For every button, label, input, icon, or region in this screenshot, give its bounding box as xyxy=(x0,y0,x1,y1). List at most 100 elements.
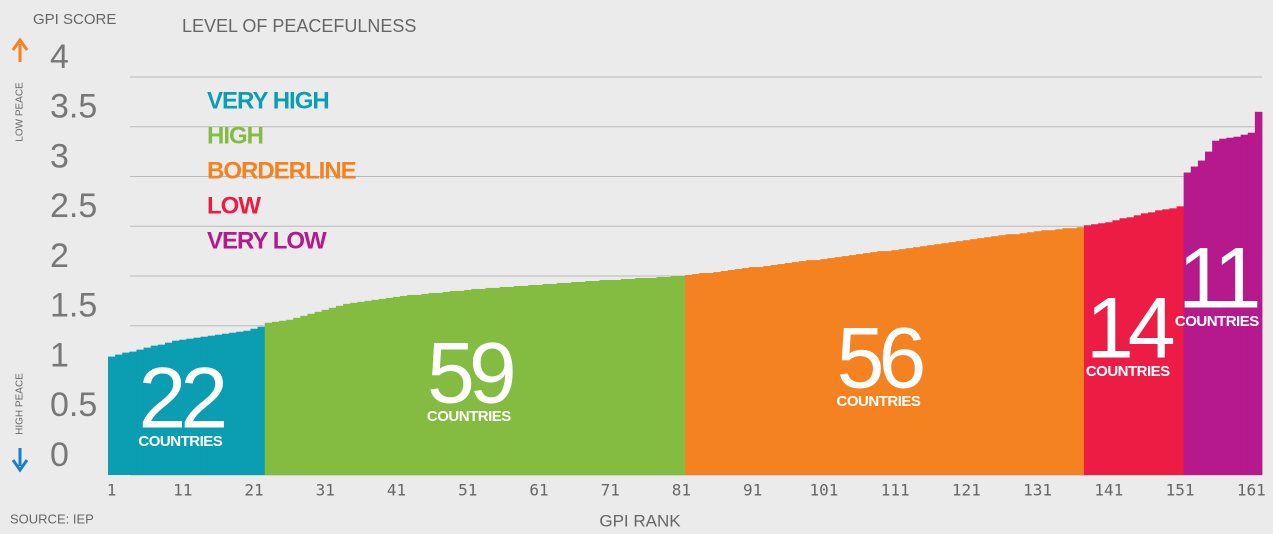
legend-entry: VERY LOW xyxy=(207,227,327,254)
count-number: 11 xyxy=(1178,231,1257,327)
x-tick-label: 31 xyxy=(316,481,335,500)
bar xyxy=(848,255,857,475)
bar xyxy=(984,237,992,475)
bar xyxy=(998,235,1006,475)
bar xyxy=(1083,225,1092,475)
bar xyxy=(670,276,679,475)
bar xyxy=(449,290,458,475)
bar xyxy=(677,276,686,475)
bar xyxy=(927,245,935,475)
bar xyxy=(108,356,116,475)
bar xyxy=(770,265,779,475)
bar xyxy=(200,336,209,475)
bar xyxy=(335,305,344,475)
bar xyxy=(606,279,615,475)
bar xyxy=(599,279,608,475)
bar xyxy=(485,287,494,475)
y-tick-label: 1 xyxy=(50,336,69,374)
x-tick-label: 1 xyxy=(107,481,117,500)
bar xyxy=(1133,215,1142,475)
bar xyxy=(514,285,522,475)
bar xyxy=(442,291,451,475)
bar xyxy=(1076,227,1085,475)
bar xyxy=(464,289,472,475)
y-tick-label: 4 xyxy=(50,38,69,76)
bar xyxy=(1041,230,1049,475)
bar xyxy=(278,320,287,475)
bar xyxy=(314,311,323,475)
bar xyxy=(150,345,159,475)
high-peace-label: HIGH PEACE xyxy=(15,373,26,435)
bar xyxy=(243,330,251,475)
bar xyxy=(400,295,408,475)
bar xyxy=(941,243,949,475)
bar xyxy=(250,328,258,475)
legend-entry: LOW xyxy=(207,192,261,219)
count-label: COUNTRIES xyxy=(1086,363,1170,380)
bar xyxy=(756,267,764,475)
count-label: COUNTRIES xyxy=(1175,313,1259,330)
bar xyxy=(727,270,736,475)
bar xyxy=(271,321,280,475)
bar xyxy=(934,244,942,475)
bar xyxy=(506,286,515,475)
bar xyxy=(720,271,729,475)
bar xyxy=(898,249,907,475)
y-tick-label: 3.5 xyxy=(50,88,97,126)
legend-entry: BORDERLINE xyxy=(207,157,357,184)
low-peace-label: LOW PEACE xyxy=(15,82,26,142)
bar xyxy=(1190,166,1199,476)
count-label: COUNTRIES xyxy=(138,433,222,450)
legend-title: LEVEL OF PEACEFULNESS xyxy=(182,16,416,36)
bar xyxy=(1062,228,1071,475)
bar xyxy=(1219,138,1227,475)
bar xyxy=(1140,213,1149,475)
bar xyxy=(891,250,900,475)
bar xyxy=(407,294,415,475)
x-tick-label: 151 xyxy=(1166,481,1195,500)
bar xyxy=(863,253,871,475)
bar xyxy=(343,303,351,475)
x-tick-label: 21 xyxy=(244,481,263,500)
bar xyxy=(613,279,622,475)
bar xyxy=(620,278,629,475)
bar xyxy=(806,260,814,475)
bar xyxy=(143,347,152,475)
bar xyxy=(1162,209,1170,475)
bar xyxy=(1048,230,1056,475)
bar xyxy=(357,301,365,475)
bar xyxy=(841,256,850,475)
bar xyxy=(492,287,501,475)
bar xyxy=(977,238,985,475)
bar xyxy=(221,333,230,475)
bar xyxy=(428,292,437,475)
bar xyxy=(656,276,665,475)
x-tick-label: 71 xyxy=(601,481,620,500)
legend-entry: HIGH xyxy=(207,122,263,149)
bar xyxy=(193,337,202,475)
bar xyxy=(777,264,786,475)
x-tick-label: 61 xyxy=(529,481,548,500)
bar xyxy=(962,240,971,475)
bar xyxy=(920,246,928,475)
bar xyxy=(1183,172,1192,475)
bar xyxy=(628,278,636,475)
bar xyxy=(421,293,429,475)
bar xyxy=(528,284,536,475)
count-number: 22 xyxy=(139,351,225,447)
bar xyxy=(563,282,572,475)
bar xyxy=(499,286,508,475)
bar xyxy=(663,276,672,475)
bar xyxy=(955,241,964,475)
bar xyxy=(1019,233,1028,475)
x-axis-title: GPI RANK xyxy=(599,511,681,530)
count-label: COUNTRIES xyxy=(837,393,921,410)
bar xyxy=(328,307,337,475)
bar xyxy=(1055,229,1063,475)
bar xyxy=(706,273,714,475)
bar xyxy=(713,272,722,475)
x-tick-label: 81 xyxy=(672,481,691,500)
bar xyxy=(286,319,294,475)
bar xyxy=(1012,234,1021,475)
bar xyxy=(813,260,821,475)
